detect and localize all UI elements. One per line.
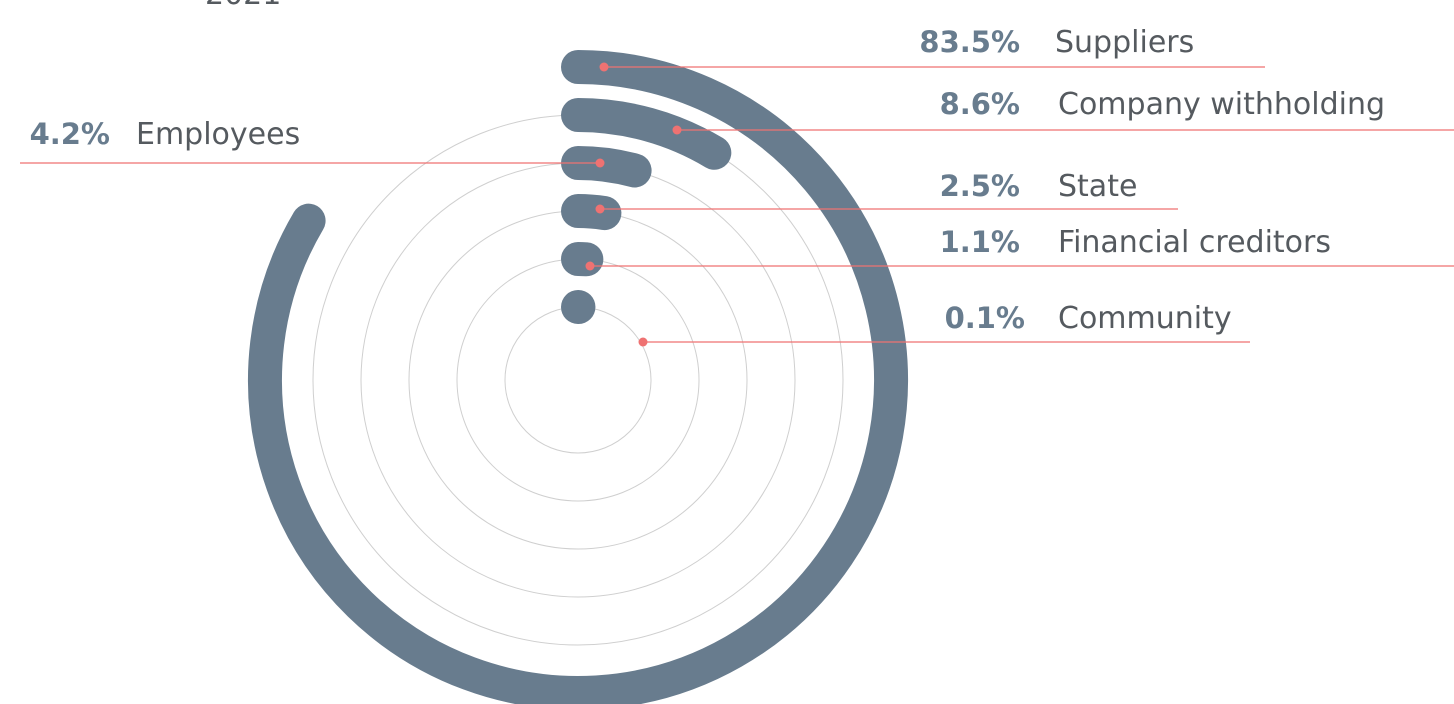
leader-dot xyxy=(595,204,605,214)
chart-title: 2021 xyxy=(205,0,281,12)
category-label: Employees xyxy=(136,117,300,152)
category-label: Financial creditors xyxy=(1058,225,1331,260)
category-label: Company withholding xyxy=(1058,87,1385,122)
leader-dot xyxy=(595,158,605,168)
leader-dot xyxy=(672,125,682,135)
leader-dot xyxy=(585,261,595,271)
grid-circle xyxy=(504,306,652,454)
category-label: Community xyxy=(1058,301,1232,336)
value-label: 8.6% xyxy=(940,87,1020,121)
value-label: 4.2% xyxy=(30,117,110,151)
radial-bar xyxy=(561,98,732,170)
grid-circle xyxy=(360,162,796,598)
category-label: State xyxy=(1058,169,1137,204)
leader-dot xyxy=(638,337,648,347)
radial-bar xyxy=(561,194,622,231)
leader-dot xyxy=(599,62,609,72)
value-label: 83.5% xyxy=(919,25,1020,59)
radial-bar xyxy=(561,146,652,188)
value-label: 1.1% xyxy=(940,225,1020,259)
value-label: 0.1% xyxy=(945,301,1025,335)
radial-bar xyxy=(248,50,908,704)
value-label: 2.5% xyxy=(940,169,1020,203)
category-label: Suppliers xyxy=(1055,25,1194,60)
